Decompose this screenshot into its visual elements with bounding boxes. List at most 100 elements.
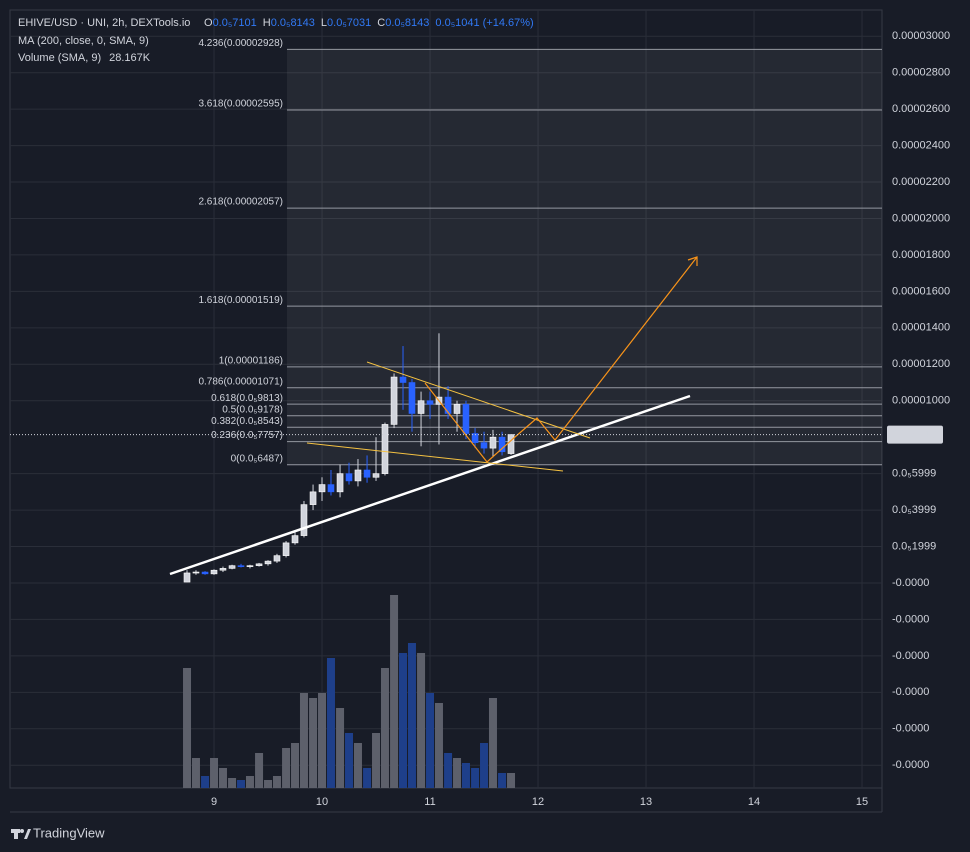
y-tick-label: 0.00001600 [892, 285, 950, 297]
y-tick-label: 0.00002000 [892, 212, 950, 224]
candle-body [210, 569, 218, 575]
change: 0.0₅1041 (+14.67%) [435, 17, 533, 29]
candle-body [489, 436, 497, 449]
ohlc: O0.0₅7101 H0.0₅8143 L0.0₅7031 C0.0₅8143 0.0₅… [204, 17, 534, 29]
axes: 0.00003000 0.00002800 0.00002600 0.00002400… [10, 30, 950, 808]
arrow-head [687, 256, 698, 266]
ohlc-label: O [204, 17, 213, 29]
x-tick-label: 14 [748, 796, 760, 808]
y-tick-label: 0.00001200 [892, 358, 950, 370]
indicator: MA (200, close, 0, SMA, 9) [18, 35, 149, 47]
candle-body [354, 469, 362, 482]
fib-label: 0.236(0.0₅7757) [211, 430, 283, 441]
ohlc-value: 0.0₅7101 [213, 17, 257, 29]
candle-body [300, 504, 308, 536]
volume-bar [407, 643, 416, 788]
x-tick-label: 15 [856, 796, 868, 808]
volume-bar [480, 743, 489, 788]
volume-bar [255, 753, 264, 788]
ohlc-value: 0.0₅8143 [385, 17, 429, 29]
fib-label: 0.786(0.00001071) [198, 376, 283, 387]
ohlc-label: C [377, 17, 385, 29]
y-tick-label: 0.00001400 [892, 322, 950, 334]
candle-body [291, 535, 299, 544]
candle-body [201, 571, 209, 575]
x-tick-label: 10 [316, 796, 328, 808]
wedge-line [306, 442, 564, 472]
candle-body [507, 434, 515, 454]
candle-body [408, 382, 416, 414]
candle-body [345, 473, 353, 482]
volume-bar [488, 698, 497, 788]
candle-body [336, 473, 344, 493]
candle-body [390, 376, 398, 425]
volume-bar [228, 778, 237, 788]
x-tick-label: 9 [211, 796, 217, 808]
volume-bar [218, 768, 227, 788]
volume-bar [201, 776, 210, 788]
y-tick-label: 0.00002600 [892, 103, 950, 115]
volume-bar [444, 753, 453, 788]
x-tick-label: 11 [424, 796, 435, 808]
candle-body [246, 565, 254, 567]
candle-body [264, 560, 272, 565]
volume-bar [345, 733, 354, 788]
y-tick-label: 0.0₅5999 [892, 468, 936, 480]
indicator: Volume (SMA, 9) 28.167K [18, 52, 151, 64]
candle-body [228, 565, 236, 569]
volume-bar [453, 758, 462, 788]
candle-body [318, 484, 326, 493]
volume-bar [245, 776, 254, 788]
fib-retracement: 4.236(0.00002928) 3.618(0.00002595) 2.618(… [198, 38, 882, 466]
candle-body [192, 571, 200, 574]
y-tick-label: 0.00003000 [892, 30, 950, 42]
fib-zone [287, 49, 882, 465]
volume-bar [318, 693, 327, 788]
wedge-line [366, 361, 591, 439]
y-tick-label: -0.0000 [892, 577, 929, 589]
volume-bar [380, 668, 389, 788]
volume-bar [507, 773, 516, 788]
fib-label: 0.5(0.0₅9178) [222, 404, 283, 415]
y-tick-label: 0.0₅1999 [892, 540, 936, 552]
volume-bar [434, 703, 443, 788]
candle-body [417, 400, 425, 414]
candle-body [219, 568, 227, 571]
fib-label: 0.382(0.0₅8543) [211, 416, 283, 427]
fib-label: 4.236(0.00002928) [198, 38, 283, 49]
projection-path [424, 256, 698, 463]
fib-label: 3.618(0.00002595) [198, 99, 283, 110]
volume-bar [461, 763, 470, 788]
volume-bar [498, 773, 507, 788]
candle-body [399, 376, 407, 383]
fib-label: 1.618(0.00001519) [198, 295, 283, 306]
candle-body [363, 469, 371, 478]
fib-label: 1(0.00001186) [219, 355, 283, 366]
candle-body [471, 433, 479, 443]
volume-bar [363, 768, 372, 788]
y-tick-label: 0.00001000 [892, 395, 950, 407]
volume-bar [372, 733, 381, 788]
y-tick-label: -0.0000 [892, 686, 929, 698]
fib-label: 0(0.0₅6487) [231, 453, 283, 464]
volume-bar [191, 758, 200, 788]
last-price-label: 0.0₅8143 [892, 428, 936, 440]
candle-body [237, 565, 245, 567]
volume-bar [309, 698, 318, 788]
candle-body [327, 484, 335, 493]
indicator-name: Volume (SMA, 9) [18, 52, 101, 64]
volume-bar [299, 693, 308, 788]
y-tick-label: -0.0000 [892, 759, 929, 771]
y-tick-label: 0.00002400 [892, 139, 950, 151]
logo-part [20, 829, 24, 833]
y-tick-label: 0.00002200 [892, 176, 950, 188]
fib-label: 0.618(0.0₅9813) [211, 393, 283, 404]
candle-body [381, 424, 389, 474]
candle-body [282, 542, 290, 556]
volume-bar [237, 780, 246, 788]
volume-bar [282, 748, 291, 788]
volume-bar [326, 658, 335, 788]
candle-body [309, 491, 317, 505]
volume-bar [390, 595, 399, 788]
